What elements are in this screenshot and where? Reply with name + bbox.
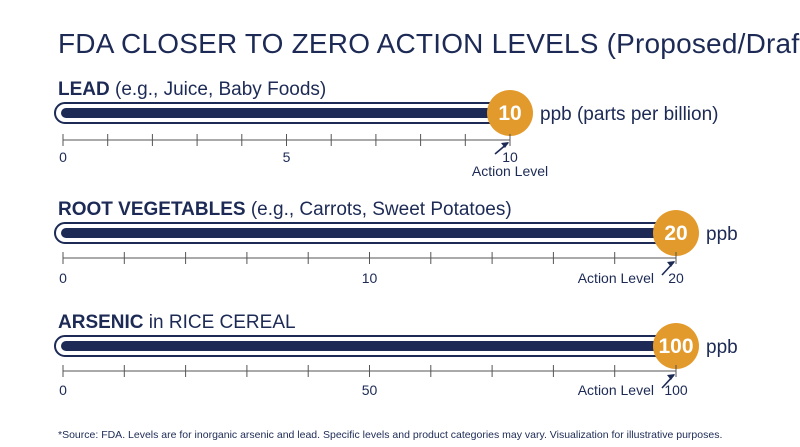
tick-label: 0 [59, 382, 67, 398]
tick-label: 0 [59, 270, 67, 286]
tick-label: 0 [59, 149, 67, 165]
category-label-rest: (e.g., Juice, Baby Foods) [110, 79, 327, 100]
bar-value [61, 228, 676, 238]
tick-label: 50 [362, 382, 378, 398]
annotation-label: Action Level [472, 163, 548, 179]
bar-value [61, 341, 676, 351]
annotation-label: Action Level [578, 382, 654, 398]
bar-value [61, 108, 510, 118]
page-title: FDA CLOSER TO ZERO ACTION LEVELS (Propos… [58, 28, 800, 59]
category-label-rest: in RICE CEREAL [144, 312, 296, 333]
unit-label: ppb (parts per billion) [540, 104, 718, 125]
value-badge [487, 90, 533, 136]
annotation-arrowhead [667, 374, 675, 380]
category-label: ARSENIC in RICE CEREAL [58, 312, 296, 333]
value-badge-label: 100 [658, 335, 693, 358]
value-badge-label: 10 [498, 102, 521, 125]
tick-label: 20 [668, 270, 684, 286]
value-badge [653, 323, 699, 369]
value-badge [653, 210, 699, 256]
tick-label: 100 [664, 382, 688, 398]
annotation-arrowhead [501, 142, 509, 148]
category-label-bold: LEAD [58, 79, 110, 100]
value-badge-label: 20 [664, 222, 687, 245]
category-label-bold: ARSENIC [58, 312, 144, 333]
annotation-label: Action Level [578, 270, 654, 286]
category-label-rest: (e.g., Carrots, Sweet Potatoes) [246, 199, 512, 220]
category-label: LEAD (e.g., Juice, Baby Foods) [58, 79, 326, 100]
tick-label: 5 [283, 149, 291, 165]
unit-label: ppb [706, 224, 738, 245]
annotation-arrowhead [667, 261, 675, 267]
tick-label: 10 [502, 149, 518, 165]
category-label-bold: ROOT VEGETABLES [58, 199, 246, 220]
category-label: ROOT VEGETABLES (e.g., Carrots, Sweet Po… [58, 199, 512, 220]
footnote: *Source: FDA. Levels are for inorganic a… [58, 429, 723, 441]
unit-label: ppb [706, 337, 738, 358]
tick-label: 10 [362, 270, 378, 286]
